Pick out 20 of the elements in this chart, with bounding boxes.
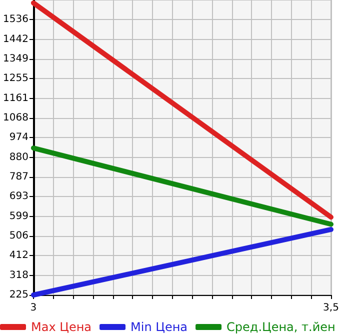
y-tick-label: 1255 (2, 73, 28, 84)
x-tick-label: 3,5 (323, 302, 339, 314)
y-tick-label: 1536 (2, 14, 28, 26)
y-tick-label: 318 (9, 270, 28, 281)
legend-label: Min Цена (130, 320, 188, 334)
y-tick-label: 1068 (2, 112, 28, 124)
y-tick-label: 693 (9, 191, 28, 202)
y-tick-label: 974 (9, 132, 28, 144)
y-tick-label: 1349 (2, 54, 28, 64)
legend-label: Сред.Цена, т.йен (226, 320, 336, 334)
y-tick-label: 880 (9, 152, 28, 163)
legend-label: Max Цена (31, 320, 92, 334)
x-tick-label: 3 (30, 302, 37, 314)
y-tick-label: 225 (9, 290, 28, 300)
y-tick-label: 599 (9, 210, 28, 222)
y-tick-label: 506 (9, 230, 28, 242)
y-tick-label: 412 (9, 250, 28, 262)
y-tick-label: 1442 (2, 34, 28, 45)
y-tick-label: 787 (9, 172, 28, 182)
y-tick-label: 1161 (2, 92, 28, 104)
